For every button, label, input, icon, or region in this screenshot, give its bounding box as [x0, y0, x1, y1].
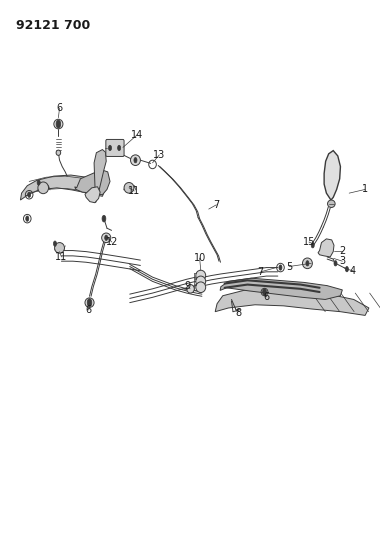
Ellipse shape: [56, 150, 61, 156]
Text: 6: 6: [263, 292, 269, 302]
Text: 12: 12: [106, 237, 118, 247]
Ellipse shape: [196, 282, 206, 293]
Text: 13: 13: [153, 150, 165, 160]
Ellipse shape: [303, 258, 312, 269]
Ellipse shape: [85, 298, 94, 308]
Ellipse shape: [26, 216, 29, 221]
Ellipse shape: [38, 182, 48, 193]
Ellipse shape: [105, 235, 108, 240]
Text: 92121 700: 92121 700: [16, 19, 90, 33]
Ellipse shape: [311, 243, 314, 248]
Ellipse shape: [279, 265, 282, 270]
Ellipse shape: [306, 261, 309, 266]
Polygon shape: [85, 187, 100, 203]
Ellipse shape: [346, 266, 348, 272]
Ellipse shape: [263, 289, 266, 295]
Ellipse shape: [37, 180, 40, 185]
Text: 15: 15: [303, 237, 315, 247]
Ellipse shape: [109, 146, 112, 151]
Ellipse shape: [196, 270, 206, 281]
Polygon shape: [21, 175, 105, 200]
Text: 6: 6: [56, 103, 62, 113]
Text: 7: 7: [258, 267, 264, 277]
Ellipse shape: [53, 241, 56, 246]
Ellipse shape: [28, 192, 31, 197]
Polygon shape: [318, 239, 334, 257]
Text: 5: 5: [286, 262, 292, 271]
Polygon shape: [324, 151, 341, 200]
Text: 11: 11: [128, 186, 141, 196]
Ellipse shape: [124, 182, 134, 193]
Polygon shape: [94, 150, 106, 203]
Text: 10: 10: [194, 253, 206, 263]
Ellipse shape: [134, 158, 137, 163]
Ellipse shape: [54, 243, 64, 253]
Ellipse shape: [118, 146, 121, 151]
Text: 6: 6: [86, 305, 92, 315]
Ellipse shape: [328, 200, 335, 207]
Ellipse shape: [187, 285, 194, 293]
Text: 14: 14: [131, 130, 144, 140]
Ellipse shape: [131, 155, 140, 165]
Polygon shape: [75, 169, 110, 195]
Text: 3: 3: [339, 256, 346, 266]
Text: 1: 1: [362, 184, 368, 195]
Ellipse shape: [56, 120, 61, 128]
Text: 7: 7: [213, 200, 219, 210]
Text: 4: 4: [350, 266, 356, 276]
Ellipse shape: [196, 276, 206, 287]
Polygon shape: [215, 288, 369, 316]
Ellipse shape: [54, 119, 63, 129]
Ellipse shape: [87, 298, 92, 306]
Text: 8: 8: [235, 308, 241, 318]
FancyBboxPatch shape: [106, 140, 124, 157]
Text: 2: 2: [339, 246, 346, 255]
Ellipse shape: [102, 233, 111, 243]
Ellipse shape: [334, 261, 337, 266]
Text: 9: 9: [184, 281, 190, 290]
Text: 11: 11: [55, 252, 67, 262]
Polygon shape: [220, 278, 343, 300]
Ellipse shape: [102, 215, 106, 222]
